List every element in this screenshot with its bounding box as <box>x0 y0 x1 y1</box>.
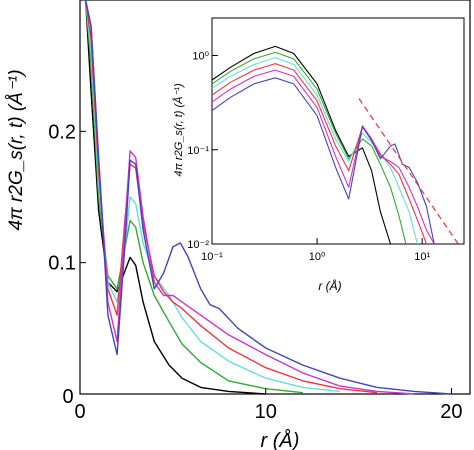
inset-series-lines <box>211 45 459 245</box>
main-x-axis-label: r (Å) <box>261 429 300 450</box>
inset-y-tick-label: 10⁻¹ <box>187 145 209 157</box>
main-origin-tick-label: 0 <box>62 386 73 408</box>
inset-y-axis-label: 4π r2G_s(r, t) (Å⁻¹) <box>172 83 185 177</box>
inset-plot-area <box>211 17 465 245</box>
inset-background <box>212 18 464 244</box>
main-y-tick-label: 0.2 <box>48 121 76 143</box>
inset-series-line-1 <box>211 45 392 245</box>
inset-x-tick-label: 10⁰ <box>309 251 326 263</box>
inset-series-line-5 <box>211 69 435 245</box>
main-x-tick-label: 10 <box>255 401 277 423</box>
inset-x-axis-label: r (Å) <box>318 278 341 293</box>
main-y-ticks: 0.1 0.2 <box>48 121 86 275</box>
main-series-line-1 <box>84 0 266 395</box>
main-series-line-4 <box>84 0 378 394</box>
main-y-axis-label: 4π r2G_s(r, t) (Å⁻¹) <box>6 69 27 230</box>
main-series-line-6 <box>84 0 452 395</box>
main-x-tick-label: 20 <box>440 401 462 423</box>
main-series-lines <box>84 0 452 395</box>
inset-x-ticks: 10⁻¹ 10⁰ 10¹ <box>201 238 430 263</box>
main-x-tick-label: 0 <box>74 401 85 423</box>
inset-x-tick-label: 10¹ <box>414 251 430 263</box>
main-plot-area <box>79 0 471 395</box>
inset-series-line-3 <box>211 57 418 245</box>
main-chart: 0 10 20 0.1 0.2 0 r (Å) 4π r2G_s(r, t) (Å⁻¹… <box>6 0 471 450</box>
inset-series-line-2 <box>211 51 407 245</box>
main-x-ticks: 0 10 20 <box>74 388 463 423</box>
inset-y-tick-label: 10⁻² <box>187 239 209 251</box>
main-series-line-5 <box>84 0 415 395</box>
inset-series-line-4 <box>211 63 428 245</box>
inset-series-line-6 <box>211 77 435 245</box>
main-y-tick-label: 0.1 <box>48 253 76 275</box>
inset-x-tick-label: 10⁻¹ <box>201 251 223 263</box>
inset-y-ticks: 10⁻² 10⁻¹ 10⁰ <box>187 51 218 251</box>
inset-y-tick-label: 10⁰ <box>192 51 209 63</box>
